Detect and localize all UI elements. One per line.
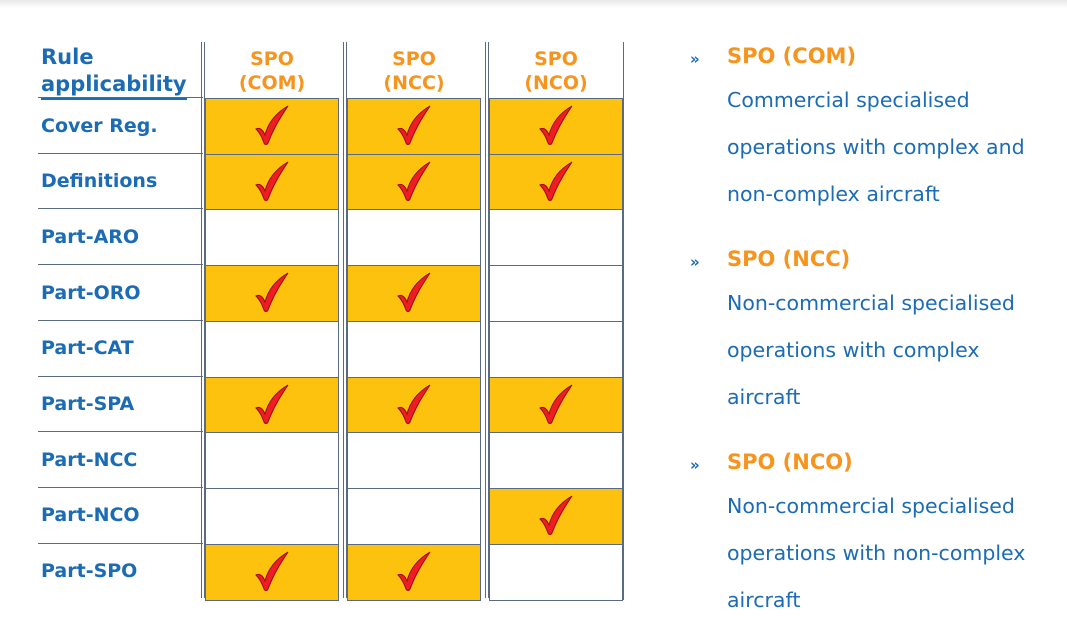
empty-cell	[489, 432, 623, 489]
column-header-line1: SPO	[392, 48, 436, 70]
header-label-line2: applicability	[41, 71, 187, 100]
legend-description-line: operations with complex	[727, 338, 980, 362]
empty-cell	[205, 321, 339, 378]
legend-description-line: Commercial specialised	[727, 88, 970, 112]
check-mark-icon	[536, 103, 576, 151]
column-header: SPO (NCC)	[346, 47, 482, 95]
legend-title: SPO (NCC)	[727, 247, 851, 271]
check-mark-icon	[536, 382, 576, 430]
column-header-line2: (NCO)	[524, 72, 588, 94]
check-mark-icon	[394, 103, 434, 151]
legend-description-line: Non-commercial specialised	[727, 494, 1015, 518]
empty-cell	[347, 321, 481, 378]
row-divider	[38, 97, 203, 98]
checked-cell	[205, 98, 339, 155]
check-mark-icon	[394, 159, 434, 207]
row-label: Part-NCC	[41, 448, 138, 471]
legend-description: Commercial specialised operations with co…	[727, 77, 1057, 218]
empty-cell	[347, 488, 481, 545]
check-mark-icon	[536, 493, 576, 541]
column-divider	[343, 42, 344, 598]
column-header-line2: (NCC)	[383, 72, 445, 94]
chevron-bullet-icon: »	[690, 50, 700, 68]
column-divider	[346, 42, 347, 598]
checked-cell	[347, 265, 481, 322]
column-header: SPO (COM)	[204, 47, 340, 95]
row-divider	[38, 543, 203, 544]
checked-cell	[489, 377, 623, 434]
column-header-line1: SPO	[534, 48, 578, 70]
column-divider	[204, 42, 205, 598]
legend-description-line: operations with non-complex	[727, 541, 1026, 565]
legend-description-line: non-complex aircraft	[727, 182, 940, 206]
row-label: Part-NCO	[41, 504, 140, 527]
check-mark-icon	[252, 549, 292, 597]
row-label: Part-SPA	[41, 393, 135, 415]
row-divider	[38, 487, 203, 488]
legend-description-line: aircraft	[727, 385, 801, 409]
check-mark-icon	[252, 270, 292, 318]
row-label: Cover Reg.	[41, 114, 158, 137]
legend-title: SPO (COM)	[727, 44, 857, 68]
legend-description-line: Non-commercial specialised	[727, 291, 1015, 315]
empty-cell	[489, 265, 623, 322]
row-label: Part-ORO	[41, 281, 141, 304]
check-mark-icon	[394, 382, 434, 430]
column-divider	[488, 42, 489, 598]
chevron-bullet-icon: »	[690, 253, 700, 271]
top-shadow	[0, 0, 1067, 8]
checked-cell	[489, 154, 623, 211]
row-divider	[38, 264, 203, 265]
checked-cell	[205, 377, 339, 434]
chevron-bullet-icon: »	[690, 456, 700, 474]
row-label: Part-CAT	[41, 337, 134, 360]
row-label: Definitions	[41, 170, 158, 193]
checked-cell	[205, 544, 339, 601]
row-label: Part-ARO	[41, 225, 140, 248]
column-divider	[485, 42, 486, 598]
empty-cell	[205, 432, 339, 489]
column-divider	[623, 42, 624, 600]
empty-cell	[489, 544, 623, 601]
row-label: Part-SPO	[41, 560, 138, 583]
row-divider	[38, 320, 203, 321]
legend-title: SPO (NCO)	[727, 450, 853, 474]
check-mark-icon	[394, 270, 434, 318]
row-divider	[38, 431, 203, 432]
check-mark-icon	[536, 159, 576, 207]
checked-cell	[347, 377, 481, 434]
table-header-label: Rule applicability	[41, 44, 201, 100]
legend-description: Non-commercial specialised operations wit…	[727, 280, 1057, 421]
checked-cell	[489, 98, 623, 155]
check-mark-icon	[252, 103, 292, 151]
empty-cell	[347, 432, 481, 489]
empty-cell	[205, 488, 339, 545]
checked-cell	[347, 98, 481, 155]
header-label-line1: Rule	[41, 45, 94, 69]
column-header-line1: SPO	[250, 48, 294, 70]
row-divider	[38, 208, 203, 209]
checked-cell	[205, 154, 339, 211]
checked-cell	[205, 265, 339, 322]
row-divider	[38, 153, 203, 154]
empty-cell	[347, 209, 481, 266]
checked-cell	[489, 488, 623, 545]
empty-cell	[489, 321, 623, 378]
legend-description: Non-commercial specialised operations wit…	[727, 483, 1057, 624]
column-header: SPO (NCO)	[488, 47, 624, 95]
check-mark-icon	[394, 549, 434, 597]
legend-description-line: aircraft	[727, 588, 801, 612]
legend-description-line: operations with complex and	[727, 135, 1025, 159]
check-mark-icon	[252, 159, 292, 207]
empty-cell	[489, 209, 623, 266]
checked-cell	[347, 154, 481, 211]
column-header-line2: (COM)	[238, 72, 306, 94]
check-mark-icon	[252, 382, 292, 430]
empty-cell	[205, 209, 339, 266]
checked-cell	[347, 544, 481, 601]
row-divider	[38, 376, 203, 377]
